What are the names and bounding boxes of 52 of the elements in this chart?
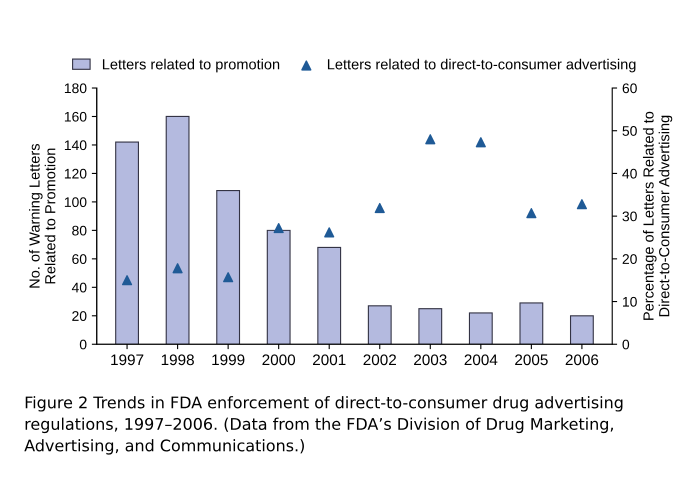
legend-label: Letters related to direct-to-consumer advertising — [328, 58, 636, 72]
y-tick-label: 100 — [64, 197, 86, 208]
bar — [468, 312, 493, 344]
point — [223, 272, 234, 282]
point — [476, 137, 486, 148]
y-tick-label: 180 — [64, 83, 86, 94]
y-tick-label: 60 — [72, 254, 86, 264]
bar — [570, 315, 594, 344]
bar — [519, 302, 544, 344]
point — [425, 134, 436, 144]
y2-tick-label: 0 — [622, 340, 630, 350]
caption: Figure 2 Trends in FDA enforcement of direct-to-consumer drug advertising regulations, 1997–2006. (Data from the FDA’s Division of Drug Marketing, Advertising, and Communications.) — [24, 396, 622, 455]
x-tick-label: 2000 — [262, 354, 296, 366]
y-tick-label: 140 — [64, 140, 86, 150]
bar — [216, 190, 240, 344]
point — [526, 208, 536, 218]
bar — [317, 246, 342, 344]
legend-label: Letters related to promotion — [102, 58, 280, 72]
y2-axis-title: Percentage of Letters Related to Direct-to-Consumer Advertising — [642, 112, 672, 320]
point — [274, 223, 284, 234]
bar — [266, 230, 291, 344]
y-tick-label: 160 — [64, 112, 86, 122]
y-tick-label: 20 — [72, 311, 86, 321]
y2-tick-label: 50 — [622, 126, 637, 136]
x-tick-label: 2003 — [414, 354, 447, 366]
x-tick-label: 2005 — [515, 354, 548, 366]
y-tick-label: 80 — [72, 226, 86, 236]
point — [172, 263, 183, 274]
x-tick-label: 2002 — [364, 354, 396, 366]
y2-tick-label: 20 — [622, 254, 637, 264]
y-tick-label: 0 — [80, 340, 86, 350]
y2-tick-label: 10 — [623, 296, 637, 307]
y2-tick-label: 40 — [622, 168, 637, 179]
bar — [115, 142, 139, 344]
y-tick-label: 40 — [72, 282, 86, 292]
bar — [166, 116, 190, 344]
point — [122, 275, 132, 286]
bar — [418, 308, 442, 344]
y-axis-title: No. of Warning Letters Related to Promotion — [28, 144, 56, 288]
x-tick-label: 1999 — [212, 354, 244, 366]
y2-tick-label: 60 — [622, 83, 637, 94]
y-tick-label: 120 — [64, 168, 86, 179]
x-tick-label: 1998 — [162, 354, 194, 366]
x-tick-label: 2004 — [464, 354, 498, 366]
y2-tick-label: 30 — [622, 211, 637, 222]
point — [324, 227, 334, 238]
point — [576, 199, 587, 210]
point — [374, 202, 385, 214]
x-tick-label: 1997 — [111, 354, 144, 366]
bar — [368, 305, 392, 344]
x-tick-label: 2001 — [312, 354, 346, 366]
x-tick-label: 2006 — [566, 354, 598, 366]
